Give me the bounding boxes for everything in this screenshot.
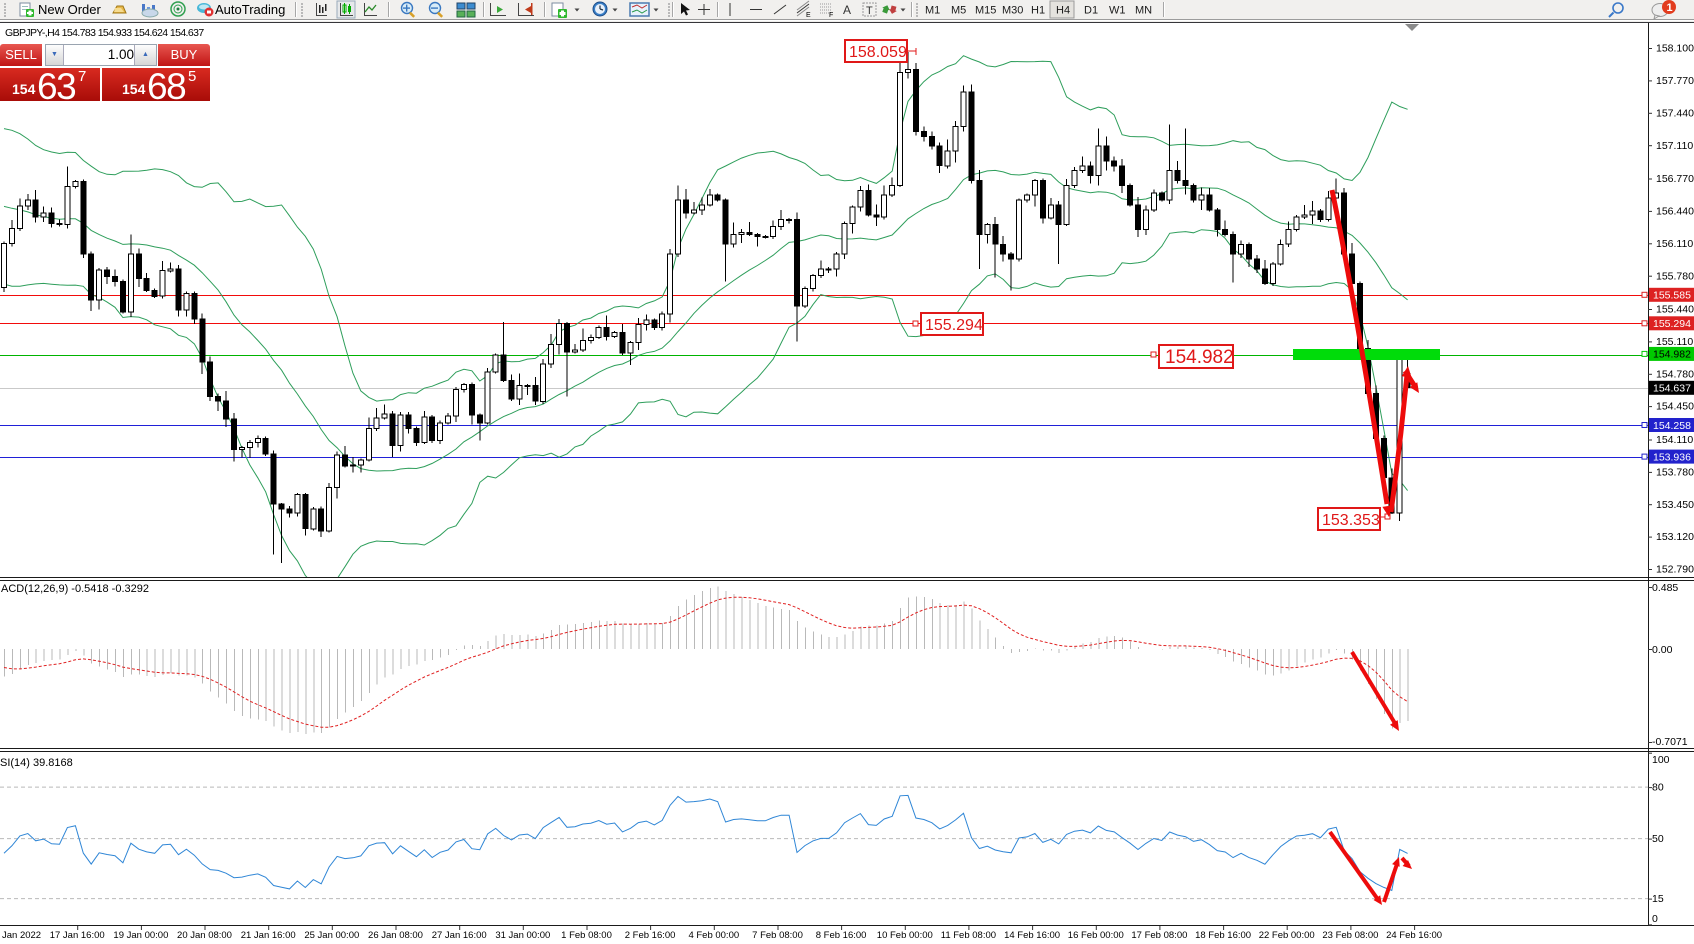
svg-text:153.780: 153.780 (1656, 467, 1694, 479)
svg-text:26 Jan 08:00: 26 Jan 08:00 (368, 930, 423, 941)
svg-text:155.110: 155.110 (1656, 336, 1693, 348)
svg-text:153.936: 153.936 (1653, 451, 1691, 463)
svg-text:156.770: 156.770 (1656, 173, 1694, 185)
svg-text:SI(14) 39.8168: SI(14) 39.8168 (0, 757, 73, 769)
svg-text:155.780: 155.780 (1656, 270, 1694, 282)
svg-text:23 Feb 08:00: 23 Feb 08:00 (1322, 930, 1378, 941)
svg-text:W1: W1 (1109, 5, 1126, 17)
svg-text:A: A (843, 3, 851, 17)
svg-text:22 Feb 00:00: 22 Feb 00:00 (1259, 930, 1315, 941)
svg-text:14 Feb 16:00: 14 Feb 16:00 (1004, 930, 1060, 941)
svg-text:25 Jan 00:00: 25 Jan 00:00 (304, 930, 359, 941)
svg-text:21 Jan 16:00: 21 Jan 16:00 (241, 930, 296, 941)
svg-text:155.585: 155.585 (1653, 290, 1691, 302)
svg-text:2 Feb 16:00: 2 Feb 16:00 (625, 930, 676, 941)
svg-text:4 Feb 00:00: 4 Feb 00:00 (688, 930, 739, 941)
svg-text:27 Jan 16:00: 27 Jan 16:00 (432, 930, 487, 941)
svg-text:17 Feb 08:00: 17 Feb 08:00 (1131, 930, 1187, 941)
svg-text:F: F (829, 12, 833, 19)
svg-text:154.982: 154.982 (1653, 349, 1691, 361)
svg-text:153.353: 153.353 (1322, 512, 1380, 529)
svg-text:80: 80 (1652, 782, 1664, 794)
svg-text:158.059: 158.059 (849, 44, 907, 61)
svg-text:50: 50 (1652, 833, 1664, 845)
svg-text:156.440: 156.440 (1656, 206, 1694, 218)
svg-text:20 Jan 08:00: 20 Jan 08:00 (177, 930, 232, 941)
svg-text:-0.7071: -0.7071 (1652, 736, 1688, 748)
svg-text:154.982: 154.982 (1165, 347, 1234, 368)
svg-text:0.485: 0.485 (1652, 582, 1678, 594)
svg-text:1 Feb 08:00: 1 Feb 08:00 (561, 930, 612, 941)
svg-text:8 Feb 16:00: 8 Feb 16:00 (816, 930, 867, 941)
svg-text:E: E (806, 12, 811, 19)
svg-text:Jan 2022: Jan 2022 (2, 930, 41, 941)
svg-text:H4: H4 (1056, 5, 1070, 17)
svg-text:156.110: 156.110 (1656, 238, 1693, 250)
svg-text:M1: M1 (925, 5, 940, 17)
svg-text:19 Jan 00:00: 19 Jan 00:00 (113, 930, 168, 941)
svg-text:0: 0 (1652, 913, 1658, 925)
svg-text:31 Jan 00:00: 31 Jan 00:00 (495, 930, 550, 941)
svg-text:152.790: 152.790 (1656, 564, 1694, 576)
svg-text:154.637: 154.637 (1653, 383, 1691, 395)
svg-text:0.00: 0.00 (1652, 644, 1673, 656)
svg-text:1: 1 (1667, 2, 1673, 14)
svg-text:7 Feb 08:00: 7 Feb 08:00 (752, 930, 803, 941)
svg-text:155.294: 155.294 (1653, 318, 1691, 330)
svg-text:18 Feb 16:00: 18 Feb 16:00 (1195, 930, 1251, 941)
svg-text:D1: D1 (1084, 5, 1098, 17)
svg-text:153.450: 153.450 (1656, 499, 1694, 511)
svg-text:24 Feb 16:00: 24 Feb 16:00 (1386, 930, 1442, 941)
svg-text:T: T (866, 5, 873, 17)
svg-text:155.294: 155.294 (925, 317, 983, 334)
svg-text:ACD(12,26,9) -0.5418 -0.3292: ACD(12,26,9) -0.5418 -0.3292 (1, 583, 149, 595)
svg-text:M15: M15 (975, 5, 996, 17)
svg-text:100: 100 (1652, 754, 1670, 766)
svg-text:154.110: 154.110 (1656, 434, 1693, 446)
svg-text:M30: M30 (1002, 5, 1023, 17)
svg-text:AutoTrading: AutoTrading (215, 2, 285, 17)
svg-text:154.780: 154.780 (1656, 368, 1694, 380)
svg-text:M5: M5 (951, 5, 966, 17)
svg-text:157.770: 157.770 (1656, 75, 1694, 87)
svg-text:154.258: 154.258 (1653, 420, 1691, 432)
svg-text:154.450: 154.450 (1656, 401, 1694, 413)
svg-text:17 Jan 16:00: 17 Jan 16:00 (50, 930, 105, 941)
svg-text:157.110: 157.110 (1656, 140, 1693, 152)
svg-text:GBPJPY-,H4 154.783 154.933 15: GBPJPY-,H4 154.783 154.933 154.624 154.6… (5, 27, 204, 39)
svg-text:157.440: 157.440 (1656, 107, 1694, 119)
svg-text:11 Feb 08:00: 11 Feb 08:00 (941, 930, 996, 941)
svg-text:155.440: 155.440 (1656, 304, 1694, 316)
svg-text:H1: H1 (1031, 5, 1045, 17)
svg-text:153.120: 153.120 (1656, 531, 1694, 543)
svg-text:158.100: 158.100 (1656, 43, 1694, 55)
svg-text:New Order: New Order (38, 2, 102, 17)
svg-text:16 Feb 00:00: 16 Feb 00:00 (1068, 930, 1124, 941)
svg-text:15: 15 (1652, 893, 1664, 905)
svg-text:10 Feb 00:00: 10 Feb 00:00 (877, 930, 933, 941)
svg-text:MN: MN (1135, 5, 1152, 17)
